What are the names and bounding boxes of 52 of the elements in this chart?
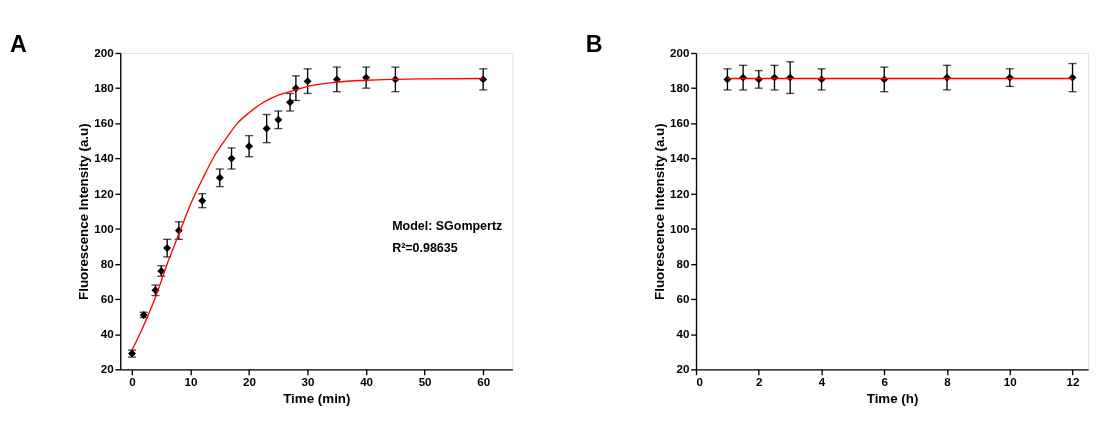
y-tick-label: 60 — [676, 293, 690, 306]
y-tick-label: 40 — [100, 328, 114, 341]
x-tick-label: 30 — [301, 375, 315, 388]
x-tick-label: 10 — [184, 375, 198, 388]
y-tick-label: 160 — [94, 117, 114, 130]
y-tick-label: 80 — [676, 257, 690, 270]
point — [198, 196, 207, 205]
point — [262, 124, 271, 133]
y-tick-label: 140 — [94, 152, 114, 165]
point — [274, 115, 283, 124]
x-tick-label: 8 — [944, 375, 952, 388]
y-tick-label: 20 — [100, 363, 114, 376]
y-tick-label: 180 — [670, 82, 690, 95]
point — [215, 173, 224, 182]
x-tick-label: 50 — [418, 375, 432, 388]
y-tick-label: 200 — [94, 47, 114, 60]
y-tick-label: 120 — [94, 187, 114, 200]
annotation: R²=0.98635 — [392, 240, 458, 255]
y-tick-label: 100 — [670, 222, 690, 235]
x-tick-label: 12 — [1066, 375, 1080, 388]
y-tick-label: 100 — [94, 222, 114, 235]
point — [362, 73, 371, 82]
y-tick-label: 60 — [100, 293, 114, 306]
point — [303, 77, 312, 86]
y-axis-title: Fluorescence Intensity (a.u) — [651, 123, 667, 300]
x-tick-label: 6 — [881, 375, 889, 388]
chart-title: A — [10, 31, 28, 58]
y-axis-title: Fluorescence Intensity (a.u) — [76, 123, 92, 300]
y-tick-label: 20 — [676, 363, 690, 376]
point — [163, 244, 172, 253]
point — [479, 75, 488, 84]
point — [245, 142, 254, 151]
x-tick-label: 60 — [477, 375, 491, 388]
x-tick-label: 20 — [243, 375, 256, 388]
x-tick-label: 40 — [360, 375, 374, 388]
y-tick-label: 180 — [94, 82, 114, 95]
y-tick-label: 40 — [676, 328, 690, 341]
annotation: Model: SGompertz — [392, 219, 503, 234]
x-tick-label: 0 — [129, 375, 136, 388]
y-tick-label: 120 — [670, 187, 690, 200]
x-axis-title: Time (h) — [866, 390, 919, 406]
x-tick-label: 4 — [818, 375, 826, 388]
y-tick-label: 140 — [670, 152, 690, 165]
chart-title: B — [585, 31, 603, 58]
x-tick-label: 10 — [1003, 375, 1017, 388]
x-tick-label: 0 — [696, 375, 703, 388]
y-tick-label: 200 — [670, 47, 690, 60]
x-tick-label: 2 — [756, 375, 763, 388]
y-tick-label: 160 — [670, 117, 690, 130]
x-axis-title: Time (min) — [283, 390, 351, 406]
y-tick-label: 80 — [100, 257, 114, 270]
point — [286, 98, 295, 107]
